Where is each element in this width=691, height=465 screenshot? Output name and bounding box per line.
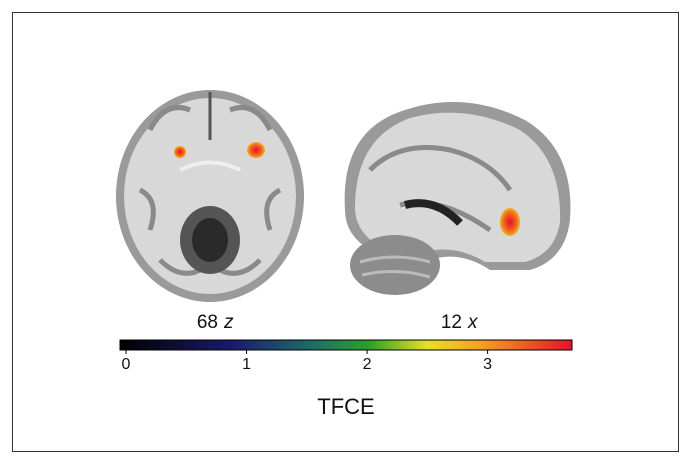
- frame: [12, 12, 679, 452]
- tick-label: 1: [242, 356, 251, 373]
- colorbar: [119, 339, 573, 351]
- tick-label: 0: [122, 356, 131, 373]
- panel-axis: x: [467, 312, 479, 333]
- panel-number: 12: [441, 312, 462, 333]
- axial-brain: [116, 90, 304, 302]
- panel-axis: z: [223, 312, 234, 333]
- panel-number: 68: [197, 312, 218, 333]
- colorbar-label: TFCE: [317, 394, 374, 419]
- tick-label: 3: [483, 356, 492, 373]
- sagittal-brain: [344, 102, 571, 295]
- tick-label: 2: [363, 356, 372, 373]
